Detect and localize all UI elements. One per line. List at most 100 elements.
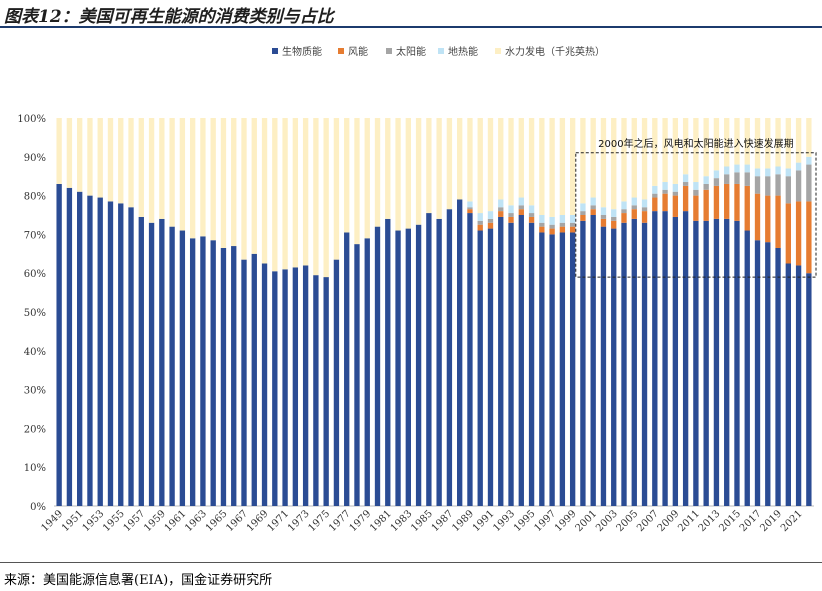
bar-segment bbox=[313, 118, 319, 276]
bar-segment bbox=[220, 118, 227, 248]
bar-segment bbox=[97, 118, 103, 198]
bar-segment bbox=[385, 118, 391, 219]
bar-segment bbox=[539, 118, 545, 215]
bar-segment bbox=[477, 220, 483, 225]
bar-segment bbox=[600, 218, 607, 227]
bar-segment bbox=[775, 247, 781, 507]
bar-segment bbox=[446, 209, 453, 506]
bar-segment bbox=[559, 222, 566, 227]
bar-segment bbox=[323, 118, 329, 278]
bar-segment bbox=[724, 218, 730, 506]
bar-segment bbox=[775, 174, 781, 196]
bar-segment bbox=[775, 118, 781, 167]
bar-segment bbox=[631, 209, 637, 219]
x-tick-label: 2005 bbox=[615, 508, 641, 534]
bar-segment bbox=[549, 234, 555, 506]
bar-segment bbox=[508, 118, 514, 206]
bar-segment bbox=[107, 201, 114, 507]
title-rule bbox=[0, 26, 822, 28]
bar-segment bbox=[806, 273, 812, 506]
x-tick-label: 1983 bbox=[389, 508, 415, 534]
bar-segment bbox=[621, 213, 627, 223]
bar-segment bbox=[713, 170, 720, 179]
bar-segment bbox=[785, 118, 791, 169]
bar-segment bbox=[652, 211, 658, 506]
bar-segment bbox=[159, 218, 165, 506]
bar-segment bbox=[795, 201, 802, 266]
x-tick-label: 1973 bbox=[286, 508, 312, 534]
y-tick-label: 90% bbox=[24, 153, 46, 164]
x-tick-label: 2003 bbox=[594, 508, 620, 534]
bar-segment bbox=[600, 226, 607, 506]
bar-segment bbox=[713, 178, 720, 186]
bar-segment bbox=[765, 242, 771, 506]
bar-segment bbox=[200, 236, 206, 506]
bar-segment bbox=[467, 201, 473, 208]
bar-segment bbox=[590, 205, 596, 210]
bar-segment bbox=[652, 118, 658, 186]
bar-segment bbox=[539, 222, 545, 227]
bar-segment bbox=[693, 220, 699, 506]
bar-segment bbox=[590, 197, 596, 206]
bar-segment bbox=[354, 118, 360, 245]
legend-label: 地热能 bbox=[448, 45, 478, 58]
bar-segment bbox=[600, 207, 607, 215]
bar-segment bbox=[569, 215, 576, 223]
bar-segment bbox=[231, 246, 237, 507]
bar-segment bbox=[251, 253, 257, 506]
bar-segment bbox=[128, 118, 134, 208]
bar-segment bbox=[261, 118, 268, 264]
legend-swatch bbox=[272, 48, 278, 54]
bar-segment bbox=[559, 215, 566, 223]
bar-segment bbox=[590, 215, 596, 506]
bar-segment bbox=[662, 189, 668, 194]
legend-label: 风能 bbox=[348, 45, 368, 58]
legend-label: 生物质能 bbox=[282, 45, 322, 58]
bar-segment bbox=[785, 176, 791, 204]
bar-segment bbox=[189, 118, 196, 239]
bar-segment bbox=[518, 205, 524, 210]
x-tick-label: 1981 bbox=[368, 508, 394, 534]
bar-segment bbox=[806, 164, 812, 202]
legend-swatch bbox=[495, 48, 501, 54]
bar-segment bbox=[138, 216, 144, 506]
x-tick-label: 2015 bbox=[717, 508, 743, 534]
bar-segment bbox=[446, 118, 453, 210]
bar-segment bbox=[713, 185, 720, 219]
bar-segment bbox=[344, 232, 350, 506]
bar-segment bbox=[528, 118, 535, 206]
bar-segment bbox=[744, 230, 750, 506]
bar-segment bbox=[272, 271, 278, 506]
bar-segment bbox=[765, 118, 771, 169]
x-tick-label: 1985 bbox=[409, 508, 435, 534]
bar-segment bbox=[724, 183, 730, 219]
bar-segment bbox=[693, 118, 699, 183]
bar-segment bbox=[652, 185, 658, 194]
bar-segment bbox=[487, 211, 494, 219]
bar-segment bbox=[200, 118, 206, 237]
x-tick-label: 2019 bbox=[758, 508, 784, 534]
y-tick-label: 20% bbox=[24, 424, 46, 435]
bar-segment bbox=[477, 213, 483, 221]
bar-segment bbox=[672, 118, 679, 184]
bar-segment bbox=[344, 118, 350, 233]
bar-segment bbox=[765, 195, 771, 243]
bar-segment bbox=[580, 220, 586, 506]
bar-segment bbox=[364, 118, 370, 239]
bar-segment bbox=[467, 213, 473, 506]
bar-segment bbox=[405, 228, 411, 506]
bar-segment bbox=[693, 195, 699, 221]
bar-segment bbox=[179, 230, 186, 506]
bar-segment bbox=[559, 232, 566, 506]
bar-segment bbox=[467, 207, 473, 210]
bar-segment bbox=[282, 118, 288, 270]
footer-rule bbox=[0, 562, 822, 563]
bar-segment bbox=[138, 118, 144, 217]
bar-segment bbox=[569, 226, 576, 233]
bar-segment bbox=[703, 220, 709, 506]
bar-segment bbox=[703, 189, 709, 221]
chart-legend: 生物质能 风能 太阳能 地热能 水力发电（千兆英热） bbox=[272, 45, 605, 58]
bar-segment bbox=[169, 118, 175, 227]
bar-segment bbox=[580, 118, 586, 204]
bar-segment bbox=[806, 156, 812, 165]
